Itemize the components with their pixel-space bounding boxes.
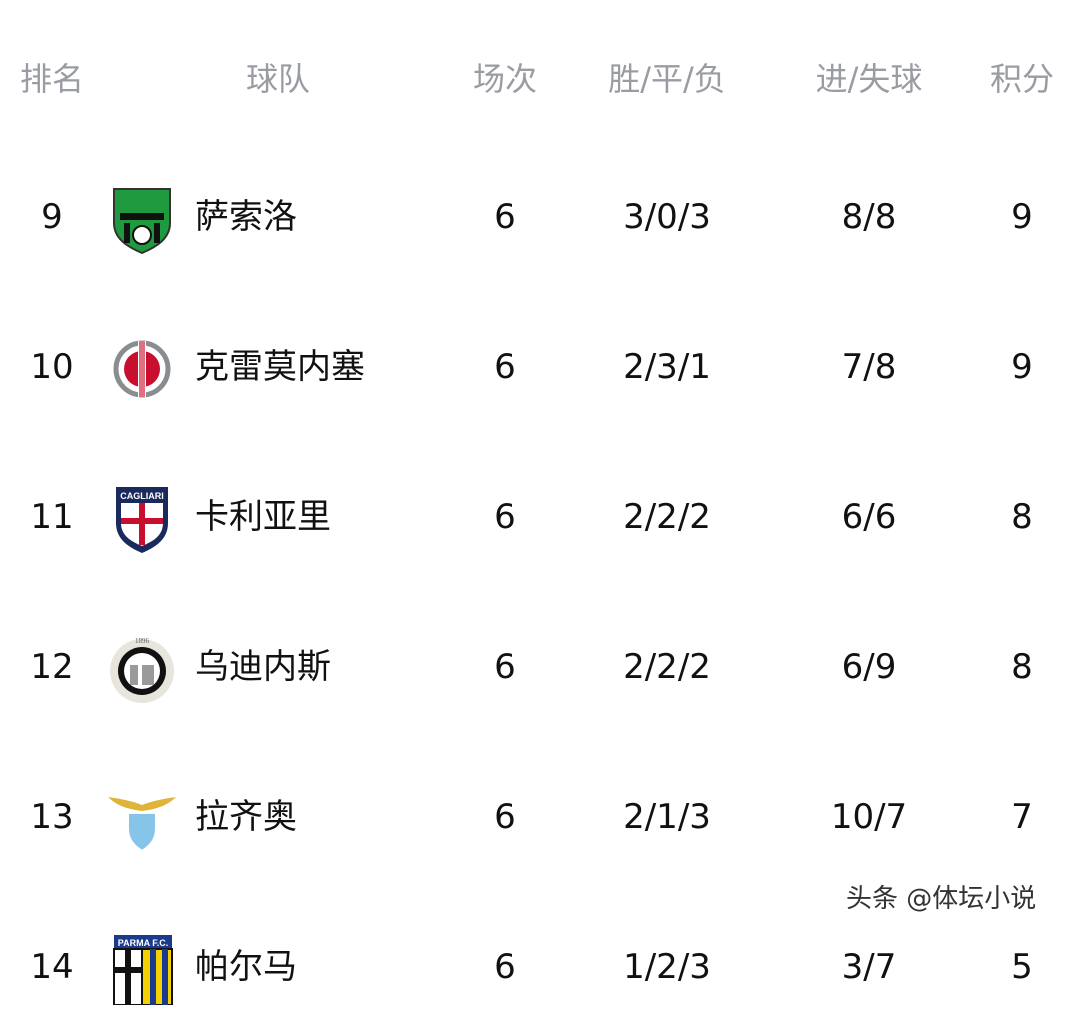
header-rank: 排名 — [19, 60, 85, 98]
goals-for-against: 3/7 — [841, 947, 897, 987]
played: 6 — [494, 647, 516, 687]
points: 9 — [1011, 347, 1033, 387]
wins-draws-losses: 3/0/3 — [623, 197, 711, 237]
svg-text:CAGLIARI: CAGLIARI — [120, 491, 164, 501]
wins-draws-losses: 2/2/2 — [623, 497, 711, 537]
team-name[interactable]: 萨索洛 — [195, 197, 297, 237]
points: 5 — [1011, 947, 1033, 987]
watermark: 头条 @体坛小说 — [846, 884, 1037, 914]
points: 8 — [1011, 497, 1033, 537]
wins-draws-losses: 2/1/3 — [623, 797, 711, 837]
rank: 11 — [30, 497, 74, 537]
lazio-crest-icon — [106, 783, 178, 855]
svg-text:1896: 1896 — [135, 637, 150, 645]
header-wdl: 胜/平/负 — [608, 60, 726, 98]
played: 6 — [494, 497, 516, 537]
rank: 12 — [30, 647, 74, 687]
points: 7 — [1011, 797, 1033, 837]
header-team: 球队 — [245, 60, 311, 98]
rank: 10 — [30, 347, 74, 387]
team-name[interactable]: 帕尔马 — [195, 947, 297, 987]
header-points: 积分 — [989, 60, 1055, 98]
played: 6 — [494, 947, 516, 987]
rank: 13 — [30, 797, 74, 837]
header-goals: 进/失球 — [815, 60, 923, 98]
team-name[interactable]: 拉齐奥 — [195, 797, 297, 837]
played: 6 — [494, 347, 516, 387]
udinese-crest-icon: 1896 — [106, 633, 178, 705]
svg-text:PARMA F.C.: PARMA F.C. — [118, 938, 169, 948]
table-row[interactable]: 14 PARMA F.C. 帕尔马 6 1/2/3 3/7 5 — [0, 935, 1068, 1006]
table-row[interactable]: 12 1896 乌迪内斯 6 2/2/2 6/9 8 — [0, 637, 1068, 703]
cremonese-crest-icon — [106, 333, 178, 405]
goals-for-against: 7/8 — [841, 347, 897, 387]
header-played: 场次 — [472, 60, 538, 98]
wins-draws-losses: 1/2/3 — [623, 947, 711, 987]
table-row[interactable]: 10 克雷莫内塞 6 2/3/1 7/8 9 — [0, 337, 1068, 398]
points: 9 — [1011, 197, 1033, 237]
team-name[interactable]: 克雷莫内塞 — [195, 347, 365, 387]
parma-crest-icon: PARMA F.C. — [106, 933, 178, 1006]
rank: 9 — [41, 197, 63, 237]
cagliari-crest-icon: CAGLIARI — [106, 483, 178, 555]
played: 6 — [494, 797, 516, 837]
goals-for-against: 10/7 — [830, 797, 908, 837]
team-name[interactable]: 乌迪内斯 — [195, 647, 331, 687]
played: 6 — [494, 197, 516, 237]
table-row[interactable]: 9 萨索洛 6 3/0/3 8/8 9 — [0, 187, 1068, 255]
rank: 14 — [30, 947, 74, 987]
goals-for-against: 6/6 — [841, 497, 897, 537]
table-row[interactable]: 11 CAGLIARI 卡利亚里 6 2/2/2 6/6 8 — [0, 487, 1068, 553]
goals-for-against: 8/8 — [841, 197, 897, 237]
table-row[interactable]: 13 拉齐奥 6 2/1/3 10/7 7 — [0, 787, 1068, 853]
team-name[interactable]: 卡利亚里 — [195, 497, 331, 537]
wins-draws-losses: 2/2/2 — [623, 647, 711, 687]
points: 8 — [1011, 647, 1033, 687]
wins-draws-losses: 2/3/1 — [623, 347, 711, 387]
sassuolo-crest-icon — [106, 183, 178, 255]
goals-for-against: 6/9 — [841, 647, 897, 687]
